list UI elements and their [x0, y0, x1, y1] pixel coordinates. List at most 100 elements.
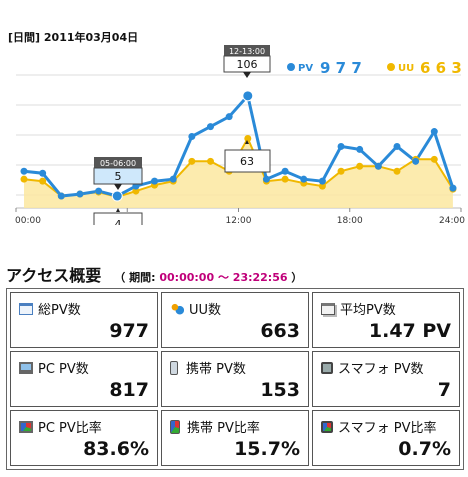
uu-legend-total: 6 6 3 [420, 59, 462, 77]
pv-legend-marker [287, 63, 295, 71]
uu-point [207, 157, 214, 165]
stat-mobile-pv-ratio: 携帯 PV比率 15.7% [161, 410, 309, 466]
users-icon [170, 302, 184, 315]
uu-legend-marker [387, 63, 395, 71]
stat-value: 977 [109, 320, 149, 342]
period-prefix: （ 期間: [114, 271, 156, 284]
callout-pv-low-value: 5 [115, 170, 122, 183]
callout-uu-low-value: 4 [115, 218, 122, 225]
pv-point [39, 169, 47, 177]
pv-point [412, 157, 420, 165]
callout-uu-peak-value: 63 [240, 155, 254, 168]
pv-point [20, 167, 28, 175]
period-start: 00:00:00 [159, 271, 215, 284]
smartphone-icon [321, 361, 333, 374]
mobile-phone-icon [170, 360, 178, 375]
overview-title: アクセス概要 [6, 266, 102, 285]
stat-value: 153 [260, 379, 300, 401]
callout-pv-peak-value: 106 [237, 58, 258, 71]
window-icon [19, 302, 33, 315]
stat-average-pv: 平均PV数 1.47 PV [312, 292, 460, 348]
pv-point [242, 90, 254, 102]
pv-points [20, 90, 457, 202]
overview-header: アクセス概要 （ 期間: 00:00:00 ～ 23:22:56 ） [6, 262, 302, 286]
uu-point [188, 157, 196, 165]
x-tick-label: 00:00 [15, 216, 41, 225]
stat-label: PC PV比率 [38, 421, 102, 436]
pv-point [337, 142, 345, 150]
stat-value: 15.7% [234, 438, 300, 460]
pv-point [356, 145, 364, 153]
stat-mobile-pv: 携帯 PV数 153 [161, 351, 309, 407]
uu-point [132, 187, 140, 195]
stat-pc-pv-ratio: PC PV比率 83.6% [10, 410, 158, 466]
stat-value: 83.6% [83, 438, 149, 460]
uu-point [430, 155, 438, 163]
stat-smartphone-pv-ratio: スマフォ PV比率 0.7% [312, 410, 460, 466]
stat-total-pv: 総PV数 977 [10, 292, 158, 348]
pv-point [374, 162, 382, 170]
stat-uu: UU数 663 [161, 292, 309, 348]
uu-point [281, 175, 289, 183]
stat-label: スマフォ PV比率 [338, 421, 437, 436]
pv-point [57, 192, 65, 200]
stat-label: スマフォ PV数 [338, 362, 424, 377]
uu-point [337, 167, 345, 175]
uu-legend-label: UU [398, 63, 414, 74]
pv-point [207, 123, 214, 131]
pv-point [300, 175, 308, 183]
smartphone-chart-icon [321, 420, 333, 433]
pv-point [449, 184, 457, 192]
stat-label: 総PV数 [38, 303, 81, 318]
pv-point [151, 177, 159, 185]
pv-point [281, 167, 289, 175]
pv-point [95, 187, 103, 195]
period-suffix: ） [291, 271, 303, 284]
stat-label: 携帯 PV数 [186, 362, 246, 377]
x-tick-label: 24:00 [439, 216, 465, 225]
monitor-icon [19, 361, 33, 374]
stat-value: 663 [260, 320, 300, 342]
stat-label: UU数 [189, 303, 222, 318]
uu-point [318, 182, 326, 190]
monitor-chart-icon [19, 420, 33, 433]
period-separator: ～ [217, 271, 229, 284]
stat-value: 817 [109, 379, 149, 401]
callout-pv-peak-time: 12-13:00 [229, 47, 265, 56]
period-end: 23:22:56 [232, 271, 288, 284]
stat-pc-pv: PC PV数 817 [10, 351, 158, 407]
stat-value: 7 [437, 379, 451, 401]
uu-point [20, 175, 28, 183]
pv-point [111, 190, 123, 202]
pv-point [76, 190, 84, 198]
callout-uu-peak: 63 [224, 140, 271, 173]
pv-point [318, 177, 326, 185]
pv-point [169, 175, 177, 183]
stat-label: 平均PV数 [340, 303, 396, 318]
legend: PV 9 7 7 UU 6 6 3 [287, 59, 462, 77]
stat-smartphone-pv: スマフォ PV数 7 [312, 351, 460, 407]
uu-point [39, 177, 47, 185]
uu-area-fill [24, 138, 453, 208]
stat-label: 携帯 PV比率 [187, 421, 260, 436]
uu-point [393, 167, 401, 175]
mobile-chart-icon [170, 419, 180, 434]
x-tick-label: 12:00 [226, 216, 252, 225]
pv-point [430, 128, 438, 136]
stat-value: 1.47 PV [368, 320, 451, 342]
pv-legend-total: 9 7 7 [320, 59, 362, 77]
uu-point [356, 162, 364, 170]
pv-point [225, 113, 233, 121]
pv-point [393, 142, 401, 150]
overview-period: （ 期間: 00:00:00 ～ 23:22:56 ） [114, 271, 302, 284]
callout-pv-low: 05-06:00 5 [93, 157, 143, 190]
uu-point [244, 135, 252, 143]
x-tick-label: 18:00 [337, 216, 363, 225]
callout-pv-peak: 12-13:00 106 [223, 45, 271, 78]
callout-uu-low: 4 [93, 208, 143, 225]
stat-label: PC PV数 [38, 362, 89, 377]
stat-value: 0.7% [398, 438, 451, 460]
pv-point [262, 175, 270, 183]
